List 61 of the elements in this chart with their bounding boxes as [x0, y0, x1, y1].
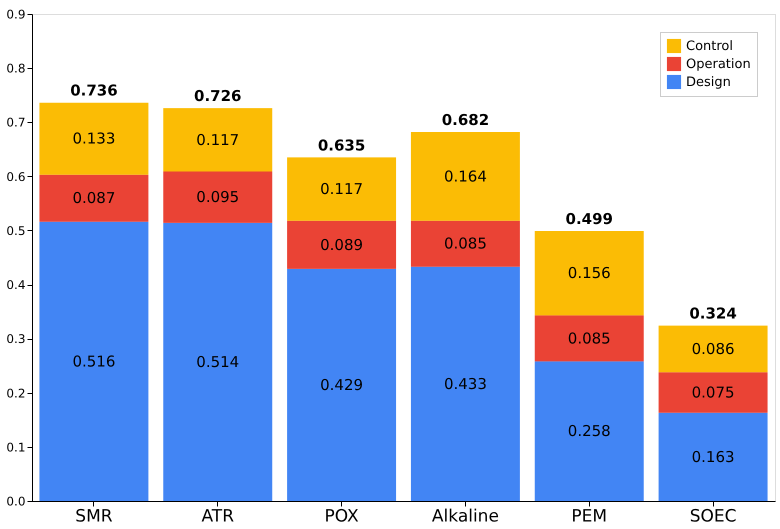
data-label: 0.085 [444, 234, 487, 253]
total-label: 0.736 [70, 82, 118, 100]
data-label: 0.433 [444, 374, 487, 393]
x-tick-label: Alkaline [432, 506, 499, 526]
bar [658, 412, 768, 501]
x-tick-label: PEM [571, 506, 608, 526]
x-tick-label: POX [324, 506, 360, 526]
bar [163, 108, 272, 172]
bar [410, 220, 520, 267]
y-tick-label: 0.1 [6, 440, 26, 454]
bar [658, 372, 768, 413]
data-label: 0.163 [692, 448, 735, 466]
y-tick-label: 0.5 [6, 224, 26, 238]
y-tick-label: 0.7 [6, 116, 26, 130]
y-tick-label: 0.6 [6, 170, 26, 184]
x-tick-label: SOEC [690, 506, 736, 526]
y-tick-label: 0.8 [6, 62, 26, 76]
data-label: 0.085 [568, 329, 611, 348]
data-label: 0.164 [444, 167, 487, 186]
bar [163, 171, 272, 223]
data-label: 0.086 [692, 340, 735, 358]
total-label: 0.726 [194, 87, 242, 106]
bar [39, 222, 148, 501]
total-label: 0.682 [442, 110, 490, 129]
x-tick-label: SMR [75, 506, 113, 526]
y-tick-label: 0.0 [6, 494, 26, 508]
bar [287, 268, 396, 501]
data-label: 0.429 [320, 376, 364, 394]
legend-label: Operation [686, 57, 751, 72]
bar [534, 361, 644, 501]
y-tick-label: 0.2 [6, 386, 26, 400]
bar [410, 132, 520, 221]
bar [534, 315, 644, 362]
data-label: 0.117 [196, 130, 240, 149]
data-label: 0.117 [320, 180, 364, 198]
data-label: 0.133 [72, 130, 116, 148]
y-tick-label: 0.9 [6, 8, 26, 22]
total-label: 0.635 [318, 136, 366, 154]
legend-label: Design [686, 75, 731, 90]
data-label: 0.087 [72, 189, 116, 208]
data-label: 0.095 [196, 188, 240, 206]
bar [534, 230, 644, 316]
x-tick-label: ATR [201, 506, 234, 526]
bar [163, 222, 272, 501]
bar [287, 220, 396, 269]
data-label: 0.258 [568, 422, 611, 440]
bar [287, 157, 396, 221]
bar [39, 102, 148, 175]
data-label: 0.516 [72, 352, 116, 370]
total-label: 0.499 [566, 210, 613, 228]
data-label: 0.089 [320, 236, 364, 254]
bar [39, 174, 148, 222]
y-tick-label: 0.4 [6, 278, 26, 292]
y-tick-label: 0.3 [6, 332, 26, 346]
legend-label: Control [686, 39, 733, 54]
bar [410, 266, 520, 501]
bar [658, 326, 768, 372]
data-label: 0.156 [568, 264, 611, 282]
data-label: 0.514 [196, 352, 240, 371]
data-label: 0.075 [692, 384, 735, 402]
total-label: 0.324 [689, 304, 737, 323]
